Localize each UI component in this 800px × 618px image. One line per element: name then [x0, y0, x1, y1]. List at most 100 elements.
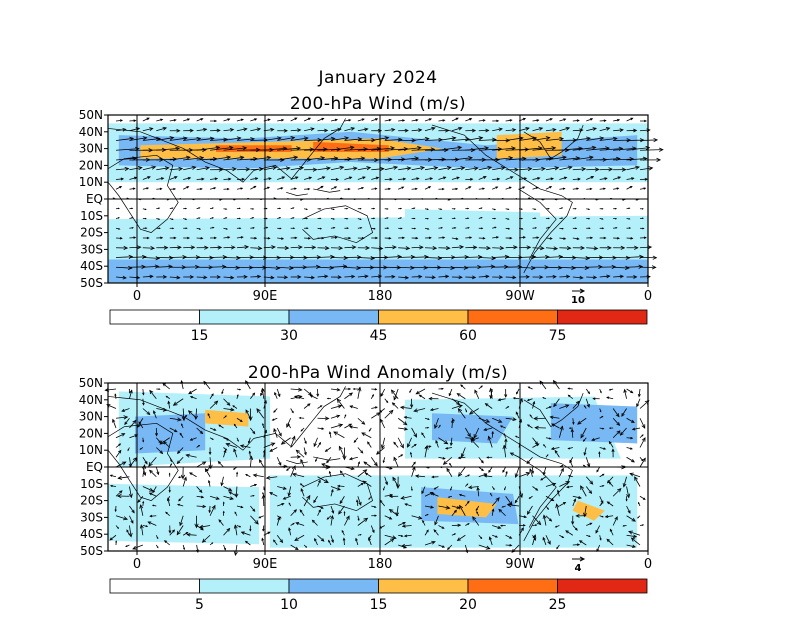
wind-arrowhead — [118, 449, 122, 454]
wind-arrowhead — [516, 391, 519, 395]
wind-arrow — [424, 505, 434, 508]
wind-arrowhead — [373, 462, 378, 467]
wind-arrowhead — [651, 265, 657, 270]
wind-arrowhead — [324, 416, 330, 421]
wind-arrowhead — [148, 462, 153, 467]
wind-arrowhead — [203, 275, 208, 280]
wind-arrowhead — [228, 177, 232, 181]
wind-arrowhead — [549, 237, 553, 240]
wind-arrowhead — [526, 424, 530, 427]
wind-arrowhead — [178, 498, 181, 502]
wind-arrowhead — [502, 470, 505, 473]
wind-arrowhead — [567, 165, 573, 170]
wind-arrow — [450, 437, 453, 446]
lat-label: 10N — [79, 175, 103, 189]
wind-arrowhead — [611, 264, 617, 270]
wind-arrowhead — [296, 455, 301, 459]
wind-arrow — [469, 408, 479, 415]
wind-arrowhead — [375, 176, 380, 180]
wind-arrowhead — [346, 217, 349, 220]
wind-arrowhead — [514, 473, 519, 478]
wind-arrow — [586, 127, 597, 132]
lat-label: 50S — [80, 544, 103, 558]
wind-arrow — [223, 147, 247, 151]
wind-arrowhead — [506, 502, 512, 508]
wind-arrowhead — [198, 227, 202, 230]
wind-arrowhead — [295, 176, 299, 180]
wind-arrow — [435, 440, 439, 448]
wind-arrow — [451, 138, 470, 141]
wind-arrowhead — [315, 459, 317, 463]
wind-arrowhead — [148, 469, 153, 474]
wind-arrowhead — [445, 245, 451, 251]
wind-arrow — [626, 147, 650, 151]
wind-arrowhead — [437, 255, 443, 261]
wind-arrowhead — [329, 265, 335, 270]
wind-arrow — [209, 156, 231, 161]
wind-arrowhead — [185, 227, 188, 230]
wind-arrowhead — [190, 245, 196, 250]
wind-arrow — [363, 461, 372, 468]
wind-arrowhead — [367, 441, 370, 445]
wind-arrowhead — [601, 218, 604, 220]
wind-arrowhead — [637, 393, 641, 398]
wind-arrow — [445, 447, 452, 449]
wind-arrowhead — [641, 424, 646, 429]
wind-arrowhead — [410, 265, 415, 270]
wind-arrowhead — [227, 236, 231, 239]
wind-arrowhead — [486, 245, 491, 251]
wind-arrowhead — [224, 415, 227, 418]
lon-label: 180 — [368, 557, 393, 572]
wind-arrowhead — [460, 453, 465, 458]
wind-arrowhead — [334, 118, 338, 122]
wind-arrowhead — [154, 264, 160, 269]
wind-arrowhead — [132, 156, 138, 161]
wind-arrow — [344, 275, 355, 278]
wind-arrow — [361, 432, 372, 439]
wind-arrowhead — [630, 436, 634, 440]
wind-arrowhead — [529, 414, 532, 417]
wind-arrowhead — [240, 118, 244, 122]
wind-arrow — [438, 275, 449, 278]
wind-arrow — [115, 416, 128, 419]
wind-arrow — [554, 450, 560, 458]
wind-arrow — [223, 528, 230, 536]
wind-arrowhead — [578, 495, 582, 500]
wind-arrow — [112, 419, 117, 429]
wind-arrow — [626, 505, 631, 514]
wind-arrowhead — [361, 118, 365, 121]
wind-arrowhead — [334, 186, 338, 189]
wind-arrow — [451, 505, 460, 509]
wind-arrowhead — [549, 415, 554, 420]
wind-arrow — [115, 266, 132, 269]
wind-arrowhead — [487, 435, 492, 441]
wind-arrowhead — [574, 217, 577, 219]
wind-arrowhead — [615, 413, 620, 418]
wind-arrow — [433, 529, 439, 536]
wind-arrowhead — [551, 423, 555, 427]
wind-arrowhead — [211, 438, 214, 440]
wind-arrow — [277, 137, 295, 141]
wind-arrowhead — [395, 512, 400, 517]
wind-arrow — [357, 118, 365, 122]
wind-arrowhead — [377, 274, 383, 279]
wind-arrow — [553, 380, 560, 390]
wind-arrowhead — [172, 401, 178, 406]
wind-arrowhead — [237, 439, 239, 442]
wind-arrow — [357, 447, 364, 454]
wind-arrowhead — [389, 494, 393, 498]
wind-arrow — [424, 178, 433, 180]
wind-arrow — [129, 434, 138, 439]
wind-arrowhead — [441, 526, 445, 529]
wind-arrowhead — [173, 187, 177, 191]
wind-arrowhead — [592, 275, 598, 280]
wind-arrowhead — [305, 546, 308, 548]
wind-arrow — [438, 437, 448, 445]
wind-arrowhead — [621, 167, 627, 172]
wind-arrowhead — [431, 493, 435, 496]
wind-arrowhead — [420, 165, 425, 171]
wind-arrow — [263, 266, 280, 269]
wind-arrow — [545, 535, 551, 545]
wind-arrowhead — [482, 237, 486, 240]
wind-arrow — [507, 504, 520, 507]
